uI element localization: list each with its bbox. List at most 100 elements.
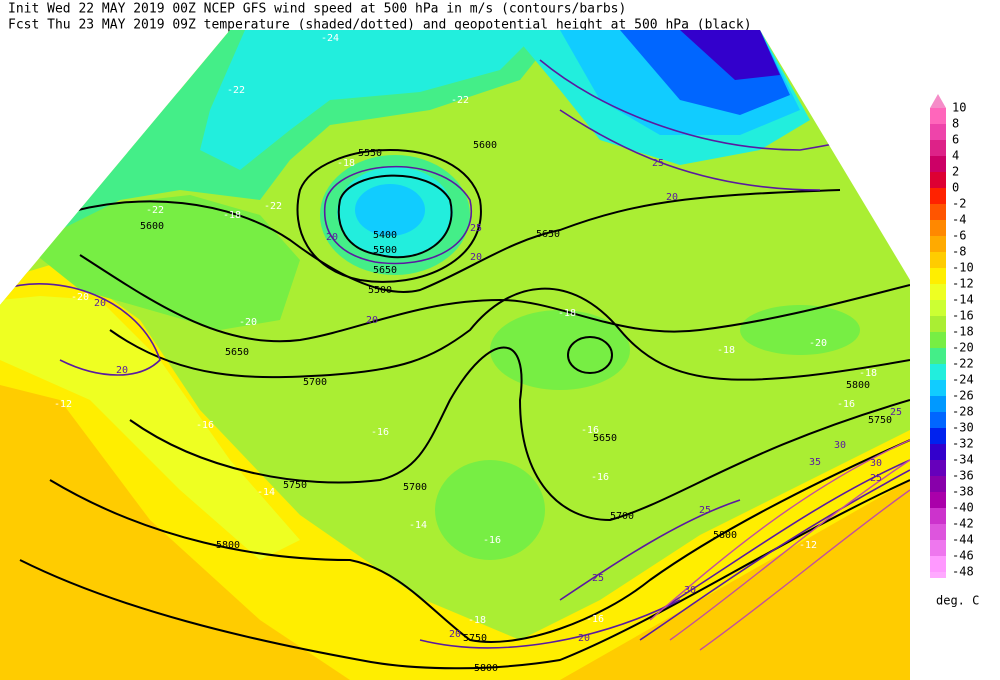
wind-label: 20 [666, 192, 678, 203]
colorbar-label: -24 [952, 373, 974, 387]
colorbar-band [930, 172, 946, 188]
colorbar-band [930, 540, 946, 556]
colorbar-band [930, 156, 946, 172]
colorbar-band [930, 188, 946, 204]
wind-label: 25 [652, 158, 664, 169]
colorbar-label: -36 [952, 469, 974, 483]
colorbar-band [930, 300, 946, 316]
height-label: 5800 [846, 380, 870, 391]
wind-label: 20 [94, 298, 106, 309]
header-line: Init Wed 22 MAY 2019 00Z NCEP GFS wind s… [8, 2, 626, 17]
height-label: 5650 [536, 229, 560, 240]
height-label: 5650 [373, 265, 397, 276]
colorbar-band [930, 332, 946, 348]
height-label: 5800 [216, 540, 240, 551]
wind-label: 25 [870, 473, 882, 484]
shading [680, 30, 780, 80]
colorbar-label: -14 [952, 293, 974, 307]
colorbar-label: -44 [952, 533, 974, 547]
wind-label: 30 [834, 440, 846, 451]
wind-label: 20 [366, 315, 378, 326]
colorbar-band [930, 236, 946, 252]
height-label: 5700 [610, 511, 634, 522]
colorbar-label: -34 [952, 453, 974, 467]
height-label: 5750 [283, 480, 307, 491]
temp-label: -22 [451, 95, 469, 106]
wind-label: 20 [449, 629, 461, 640]
colorbar-band [930, 268, 946, 284]
height-label: 5650 [593, 433, 617, 444]
colorbar-label: 10 [952, 101, 966, 115]
colorbar-label: -2 [952, 197, 966, 211]
wind-label: 25 [890, 407, 902, 418]
temp-label: -12 [54, 399, 72, 410]
height-label: 5800 [474, 663, 498, 674]
temp-label: -16 [591, 472, 609, 483]
colorbar-label: -40 [952, 501, 974, 515]
colorbar-band [930, 204, 946, 220]
wind-label: 20 [578, 633, 590, 644]
colorbar-band [930, 380, 946, 396]
wind-label: 35 [809, 457, 821, 468]
shading [740, 305, 860, 355]
temp-label: -18 [717, 345, 735, 356]
wind-label: 30 [684, 585, 696, 596]
colorbar-label: 2 [952, 165, 959, 179]
shading [435, 460, 545, 560]
wind-label: 20 [470, 252, 482, 263]
colorbar-band [930, 284, 946, 300]
temp-label: -20 [71, 292, 89, 303]
wind-label: 20 [326, 232, 338, 243]
colorbar-band [930, 412, 946, 428]
colorbar-band [930, 252, 946, 268]
colorbar-label: 0 [952, 181, 959, 195]
colorbar-band [930, 364, 946, 380]
contour-labels: 5550 5600 5600 5400 5500 5650 5500 5650 5650 5700… [54, 33, 902, 674]
colorbar-label: -20 [952, 341, 974, 355]
temp-label: -16 [837, 399, 855, 410]
colorbar-label: -26 [952, 389, 974, 403]
wind-label: 25 [592, 573, 604, 584]
colorbar-label: 6 [952, 133, 959, 147]
temp-label: -16 [483, 535, 501, 546]
colorbar-band [930, 508, 946, 524]
colorbar-label: -10 [952, 261, 974, 275]
shading [0, 296, 300, 560]
header-line: Fcst Thu 23 MAY 2019 09Z temperature (sh… [8, 18, 752, 33]
wind-label: 25 [470, 223, 482, 234]
temp-label: -16 [586, 614, 604, 625]
height-label: 5700 [403, 482, 427, 493]
temp-label: -22 [146, 205, 164, 216]
temp-label: -16 [196, 420, 214, 431]
temp-label: -18 [859, 368, 877, 379]
height-label: 5600 [140, 221, 164, 232]
colorbar-label: -22 [952, 357, 974, 371]
temp-label: -18 [337, 158, 355, 169]
temp-label: -14 [409, 520, 427, 531]
colorbar-label: -38 [952, 485, 974, 499]
height-label: 5400 [373, 230, 397, 241]
colorbar-band [930, 492, 946, 508]
height-label: 5750 [463, 633, 487, 644]
wind-label: 30 [870, 458, 882, 469]
colorbar-band [930, 476, 946, 492]
shading [200, 30, 540, 170]
temp-label: -22 [264, 201, 282, 212]
colorbar: 10 8 6 4 2 0 -2 -4 -6 -8 -10 -12 -14 -16 -18 -20 -22 -24 -… [930, 94, 974, 579]
temp-label: -20 [239, 317, 257, 328]
height-contours [19, 149, 910, 670]
colorbar-label: -6 [952, 229, 966, 243]
temp-label: -18 [223, 210, 241, 221]
colorbar-band [930, 220, 946, 236]
colorbar-band [930, 348, 946, 364]
height-label: 5800 [713, 530, 737, 541]
colorbar-label: -18 [952, 325, 974, 339]
temp-label: -24 [321, 33, 339, 44]
colorbar-label: -16 [952, 309, 974, 323]
height-label: 5650 [225, 347, 249, 358]
colorbar-band [930, 140, 946, 156]
colorbar-band [930, 124, 946, 140]
colorbar-unit: deg. C [936, 594, 979, 608]
colorbar-band [930, 428, 946, 444]
